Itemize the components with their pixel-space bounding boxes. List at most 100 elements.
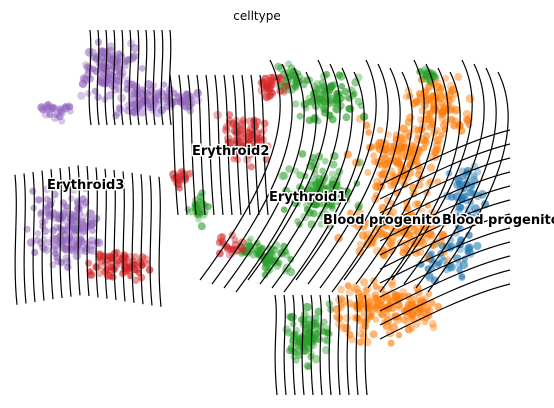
streamline: [337, 294, 341, 396]
cell-point: [39, 105, 48, 114]
cell-point: [333, 197, 342, 206]
cell-point: [361, 322, 369, 330]
cell-point: [107, 253, 114, 261]
cell-point: [465, 94, 475, 104]
streamline: [152, 29, 156, 126]
cell-point: [64, 263, 72, 271]
cell-point: [371, 291, 379, 299]
cell-point: [33, 236, 41, 244]
streamline: [379, 129, 511, 186]
cell-point: [225, 111, 234, 119]
cell-point: [356, 241, 364, 249]
cell-point: [204, 203, 212, 211]
cell-point: [338, 190, 347, 200]
cell-point: [434, 303, 443, 311]
cell-point: [429, 323, 438, 332]
cell-point: [426, 163, 436, 172]
streamline: [149, 175, 153, 306]
cell-point: [448, 116, 457, 125]
cell-point: [462, 109, 472, 119]
streamline: [160, 29, 164, 126]
cell-point: [466, 188, 474, 197]
cell-point: [389, 171, 397, 179]
velocity-streamlines: [14, 29, 511, 396]
cell-point: [45, 239, 52, 247]
cell-point: [352, 158, 361, 167]
cell-point: [262, 252, 271, 262]
cell-point: [369, 330, 378, 339]
streamline: [196, 74, 206, 216]
cell-point: [62, 245, 69, 252]
cell-point: [229, 120, 238, 129]
cell-point: [114, 72, 123, 80]
cell-point: [82, 61, 90, 69]
cell-point: [341, 88, 349, 96]
cell-point: [115, 50, 123, 58]
cell-point: [66, 107, 74, 115]
cell-point: [385, 131, 392, 139]
cell-point: [409, 183, 418, 193]
cell-point: [84, 47, 94, 57]
streamline: [104, 168, 108, 299]
streamline: [379, 269, 511, 326]
cell-point: [387, 182, 395, 190]
streamline: [211, 63, 293, 285]
cell-point: [187, 92, 196, 102]
cell-point: [120, 251, 129, 260]
cell-point: [447, 236, 455, 244]
cell-point: [39, 243, 48, 252]
cell-point: [302, 302, 312, 312]
cell-point: [105, 91, 115, 100]
streamline: [379, 255, 511, 312]
cell-point: [447, 262, 456, 272]
cell-point: [113, 58, 122, 67]
cell-point: [130, 108, 139, 117]
cell-point: [447, 87, 455, 95]
cell-point: [52, 246, 59, 253]
streamline: [128, 29, 132, 126]
cell-point: [229, 119, 238, 128]
cell-point: [319, 209, 327, 217]
cell-point: [403, 135, 411, 143]
cell-point: [428, 319, 437, 328]
cell-point: [305, 116, 314, 125]
cell-point: [404, 118, 413, 127]
cell-point: [434, 261, 442, 269]
cell-point: [222, 123, 230, 131]
cell-point: [315, 179, 322, 186]
streamline: [178, 74, 188, 216]
cell-point: [308, 187, 318, 197]
cell-point: [57, 107, 65, 115]
cell-point: [454, 72, 463, 81]
cell-point: [139, 86, 147, 93]
streamline: [41, 170, 45, 301]
cell-point: [367, 313, 375, 321]
cell-point: [42, 245, 51, 255]
cell-point: [412, 98, 421, 106]
streamline: [379, 185, 511, 242]
cell-point: [43, 206, 51, 214]
cell-point: [65, 102, 73, 111]
streamline: [310, 294, 314, 396]
cell-point: [422, 123, 429, 131]
cell-point: [66, 103, 74, 111]
cell-point: [46, 201, 55, 209]
cell-point: [284, 328, 293, 337]
streamline: [379, 143, 511, 200]
streamline: [379, 283, 511, 340]
cell-point: [70, 186, 78, 194]
cell-point: [186, 169, 195, 178]
cell-point: [130, 44, 140, 53]
cell-point: [453, 180, 462, 189]
cell-point: [93, 53, 102, 62]
streamline: [391, 59, 473, 281]
streamline: [367, 67, 449, 289]
cell-point: [438, 131, 445, 139]
cell-point: [345, 105, 352, 112]
cell-point: [106, 46, 115, 56]
cell-point: [130, 52, 139, 60]
cell-point: [262, 92, 272, 102]
streamline: [169, 74, 179, 216]
cell-point: [96, 77, 105, 85]
